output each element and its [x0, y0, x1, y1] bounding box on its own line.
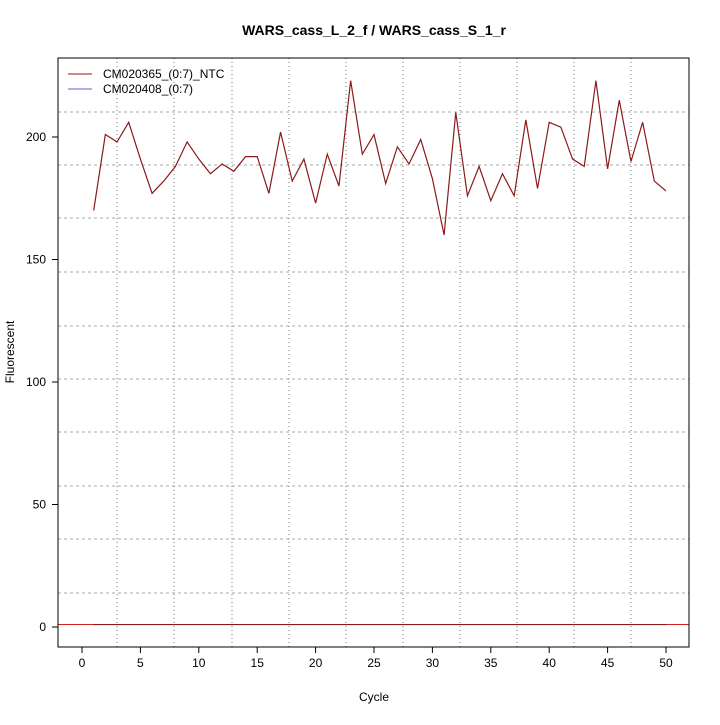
y-tick-label: 200 — [26, 130, 46, 144]
x-axis-label: Cycle — [359, 690, 389, 704]
x-tick-label: 40 — [543, 656, 557, 670]
x-tick-label: 20 — [309, 656, 323, 670]
y-tick-label: 0 — [39, 620, 46, 634]
x-axis: 0 5 10 15 20 25 30 35 40 45 50 — [79, 647, 673, 670]
x-tick-label: 35 — [484, 656, 498, 670]
y-axis: 0 50 100 150 200 — [26, 130, 58, 634]
grid — [58, 58, 689, 647]
series-layer — [58, 80, 689, 626]
x-tick-label: 5 — [137, 656, 144, 670]
legend: CM020365_(0:7)_NTC CM020408_(0:7) — [68, 67, 225, 96]
legend-label-0: CM020365_(0:7)_NTC — [103, 67, 225, 81]
x-tick-label: 25 — [367, 656, 381, 670]
y-axis-label: Fluorescent — [3, 320, 17, 383]
x-tick-label: 0 — [79, 656, 86, 670]
plot-frame — [57, 57, 690, 648]
chart-title: WARS_cass_L_2_f / WARS_cass_S_1_r — [242, 22, 506, 38]
y-tick-label: 100 — [26, 375, 46, 389]
series-line-0 — [93, 80, 667, 236]
legend-label-1: CM020408_(0:7) — [103, 82, 193, 96]
x-tick-label: 10 — [192, 656, 206, 670]
x-tick-label: 30 — [426, 656, 440, 670]
x-tick-label: 50 — [659, 656, 673, 670]
x-tick-label: 45 — [601, 656, 615, 670]
x-tick-label: 15 — [251, 656, 265, 670]
y-tick-label: 150 — [26, 253, 46, 267]
y-tick-label: 50 — [33, 498, 47, 512]
